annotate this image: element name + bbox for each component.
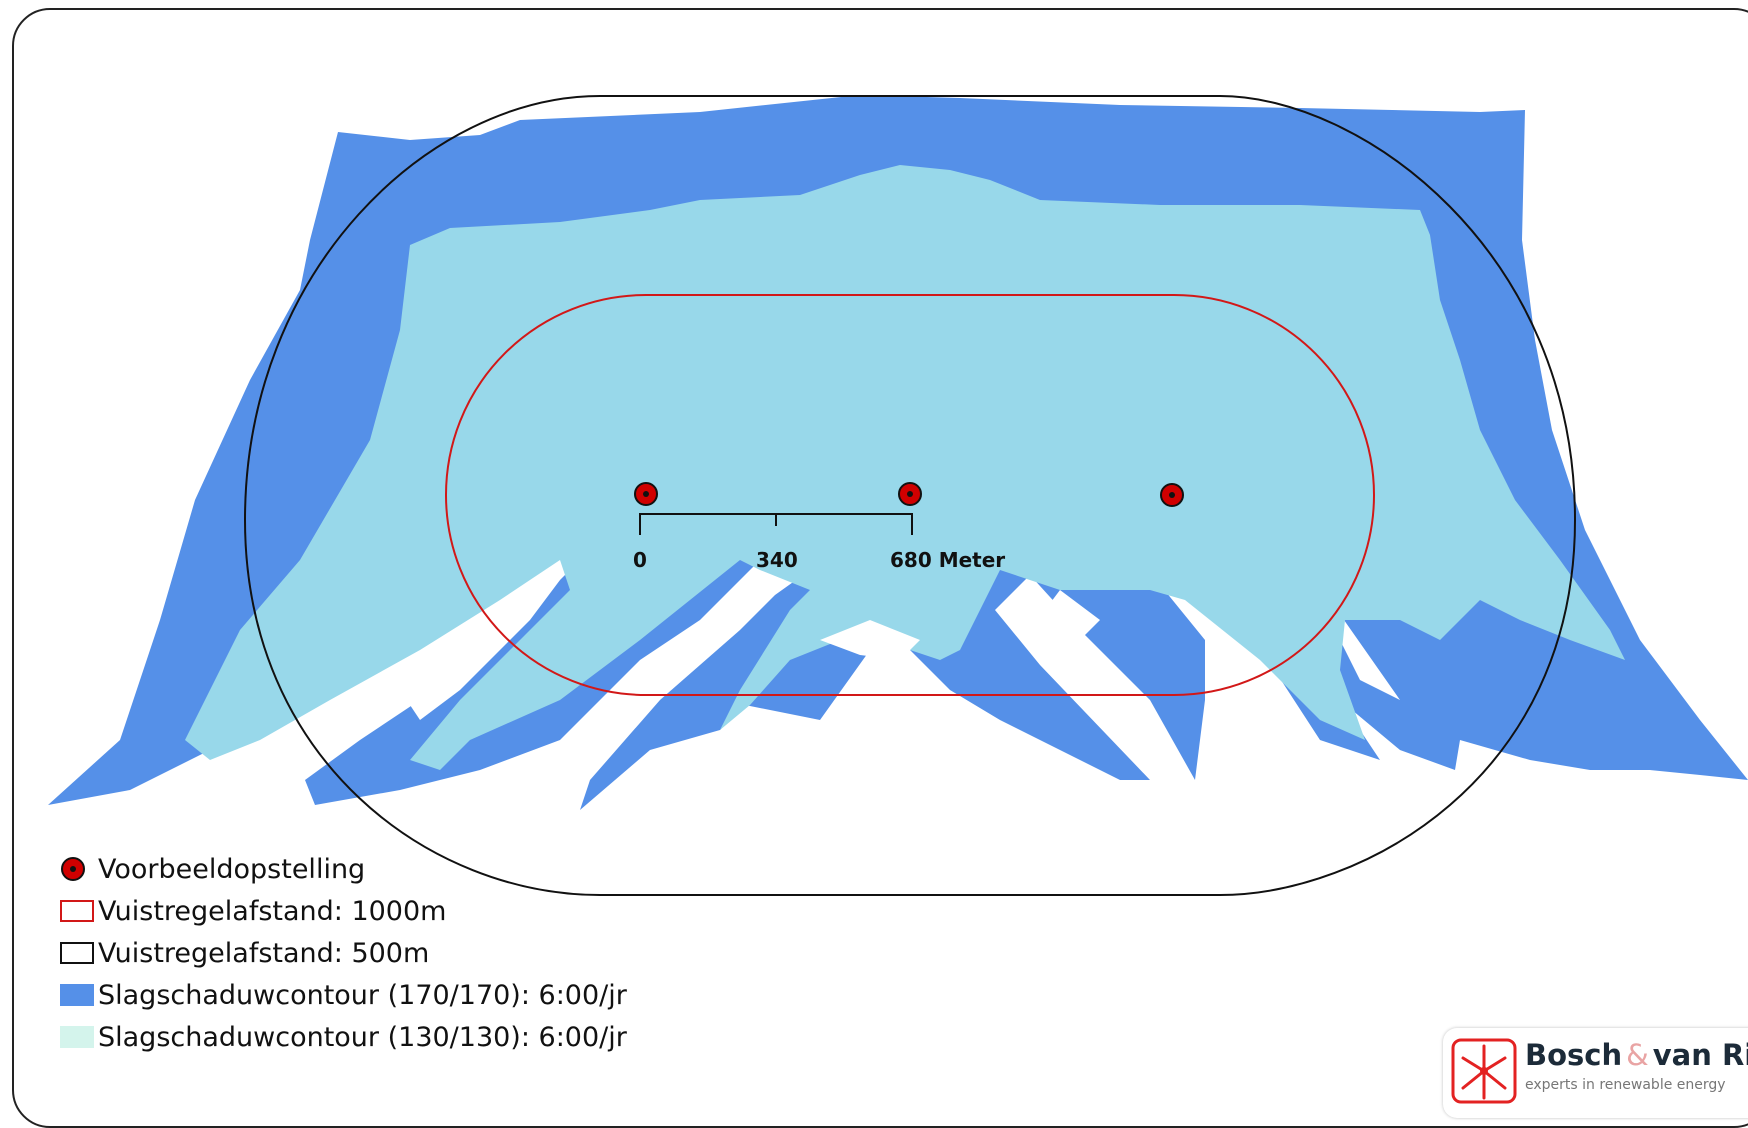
legend-label: Slagschaduwcontour (170/170): 6:00/jr [98, 979, 627, 1011]
turbine-marker-icon [60, 856, 94, 882]
legend: Voorbeeldopstelling Vuistregelafstand: 1… [60, 848, 627, 1058]
gap-center [820, 620, 920, 660]
scale-tick-340: 340 [756, 548, 798, 572]
turbine-2 [898, 482, 922, 506]
turbine-star-icon [1451, 1038, 1517, 1104]
scale-tick-0: 0 [633, 548, 647, 572]
black-outline-swatch [60, 942, 94, 964]
legend-item-1000m: Vuistregelafstand: 1000m [60, 890, 627, 932]
company-logo: Bosch&van Rijn experts in renewable ener… [1443, 1028, 1748, 1118]
legend-item-500m: Vuistregelafstand: 500m [60, 932, 627, 974]
rule-1000m-outline [445, 294, 1375, 696]
logo-name-part2: van Rijn [1652, 1038, 1748, 1072]
logo-wordmark: Bosch&van Rijn [1525, 1038, 1748, 1072]
legend-item-170: Slagschaduwcontour (170/170): 6:00/jr [60, 974, 627, 1016]
legend-label: Vuistregelafstand: 500m [98, 937, 430, 969]
logo-ampersand: & [1626, 1038, 1649, 1072]
logo-tagline: experts in renewable energy [1525, 1077, 1726, 1093]
rule-500m-outline [243, 95, 1577, 896]
legend-item-130: Slagschaduwcontour (130/130): 6:00/jr [60, 1016, 627, 1058]
blue-fill-swatch [60, 984, 94, 1006]
gap-left [400, 580, 560, 720]
turbine-3 [1160, 483, 1184, 507]
scale-tick-680: 680 Meter [890, 548, 1006, 572]
legend-item-turbine: Voorbeeldopstelling [60, 848, 627, 890]
scale-bar [639, 513, 913, 535]
shadow-map [48, 95, 1748, 896]
legend-label: Voorbeeldopstelling [98, 853, 366, 885]
gap-right [1045, 590, 1100, 640]
logo-name-part1: Bosch [1525, 1038, 1623, 1072]
legend-label: Vuistregelafstand: 1000m [98, 895, 447, 927]
lightcyan-fill-swatch [60, 1026, 94, 1048]
turbine-1 [634, 482, 658, 506]
legend-label: Slagschaduwcontour (130/130): 6:00/jr [98, 1021, 627, 1053]
red-outline-swatch [60, 900, 94, 922]
